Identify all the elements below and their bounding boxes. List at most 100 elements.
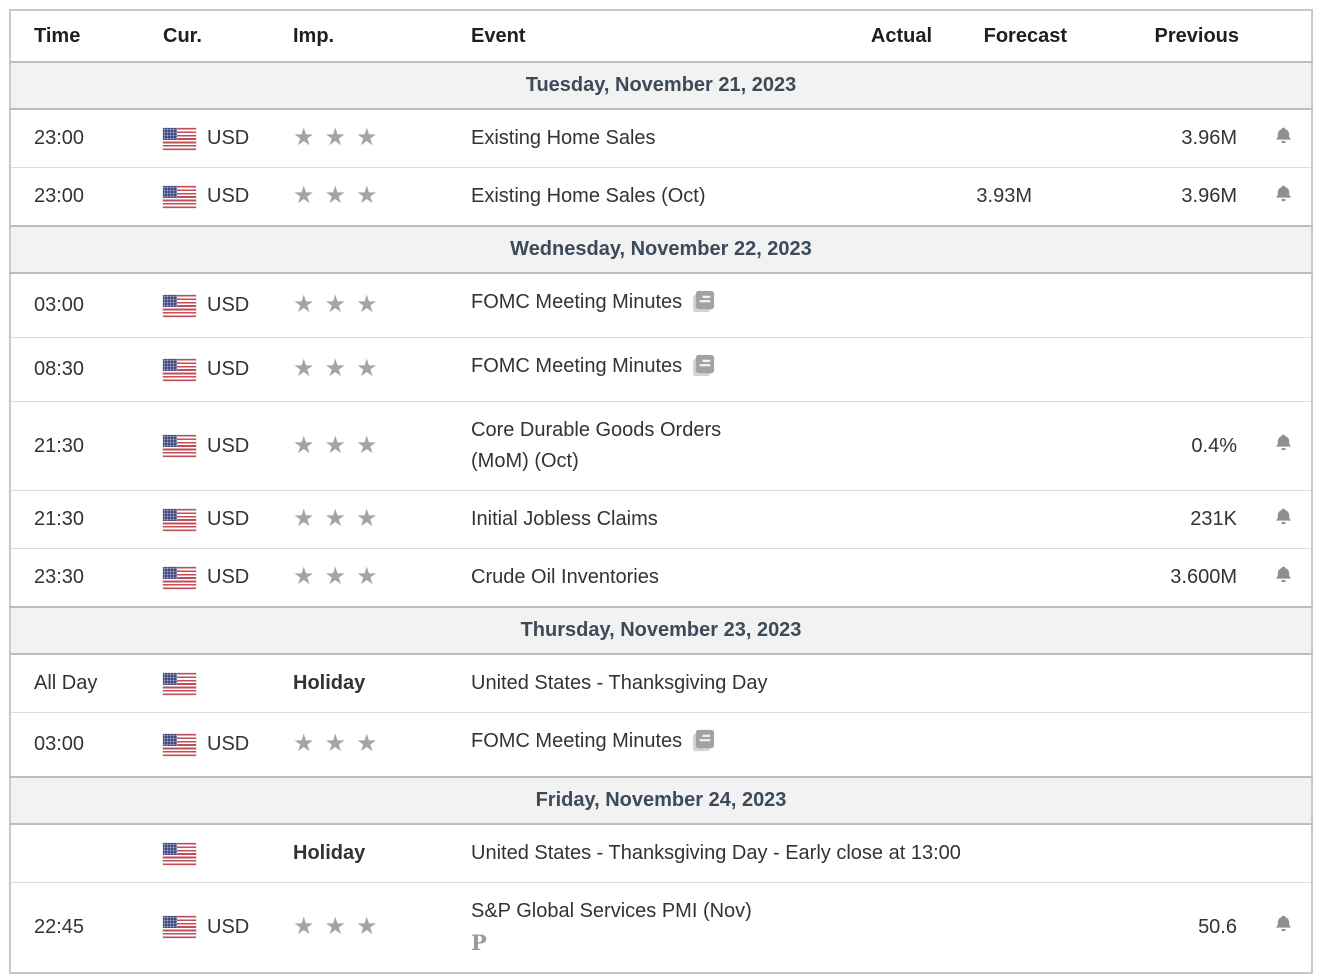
importance-stars-icon: ★★★: [293, 912, 388, 940]
event-row[interactable]: 22:45 USD ★★★ S&P Global Services PMI (Nov)…: [10, 882, 1312, 973]
time-cell: 08:30: [10, 337, 140, 402]
previous-value: [1084, 337, 1256, 402]
event-row[interactable]: 03:00 USD ★★★ FOMC Meeting Minutes: [10, 712, 1312, 777]
us-flag-icon: [163, 672, 196, 695]
event-name[interactable]: United States - Thanksgiving Day - Early…: [471, 842, 961, 864]
importance-cell: ★★★: [288, 401, 466, 491]
column-header-time: Time: [10, 10, 140, 62]
previous-value: 231K: [1084, 490, 1256, 549]
event-name[interactable]: (MoM) (Oct): [471, 450, 579, 472]
event-row[interactable]: Holiday United States - Thanksgiving Day …: [10, 823, 1312, 883]
bell-cell: [1256, 712, 1312, 777]
event-cell: S&P Global Services PMI (Nov) P: [466, 882, 837, 973]
currency-cell: [140, 823, 288, 883]
us-flag-icon: [163, 733, 196, 756]
event-row[interactable]: All Day Holiday United States - Thanksgivi…: [10, 653, 1312, 713]
event-name[interactable]: S&P Global Services PMI (Nov): [471, 900, 752, 922]
actual-value: [837, 108, 949, 168]
currency-cell: [140, 653, 288, 713]
report-icon[interactable]: [691, 728, 716, 763]
importance-cell: Holiday: [288, 653, 466, 713]
time-cell: 21:30: [10, 490, 140, 549]
column-header-row: Time Cur. Imp. Event Actual Forecast Pre…: [10, 10, 1312, 62]
report-icon[interactable]: [691, 353, 716, 388]
event-line: FOMC Meeting Minutes: [471, 287, 832, 324]
importance-stars-icon: ★★★: [293, 182, 388, 209]
currency-cell: USD: [140, 548, 288, 607]
column-header-bell: [1256, 10, 1312, 62]
event-name[interactable]: FOMC Meeting Minutes: [471, 730, 683, 752]
day-header-row: Tuesday, November 21, 2023: [10, 61, 1312, 110]
us-flag-icon: [163, 358, 196, 381]
forecast-value: [949, 548, 1084, 607]
bell-cell: [1256, 490, 1312, 549]
holiday-label: Holiday: [293, 672, 366, 694]
event-cell: Core Durable Goods Orders (MoM) (Oct): [466, 401, 837, 491]
event-line: Existing Home Sales: [471, 123, 832, 154]
bell-cell: [1256, 401, 1312, 491]
calendar-table: Time Cur. Imp. Event Actual Forecast Pre…: [9, 9, 1313, 974]
forecast-value: 3.93M: [949, 167, 1084, 226]
time-cell: 21:30: [10, 401, 140, 491]
event-name[interactable]: Initial Jobless Claims: [471, 508, 658, 530]
currency-label: USD: [207, 358, 250, 381]
event-cell: FOMC Meeting Minutes: [466, 337, 837, 402]
day-header-row: Wednesday, November 22, 2023: [10, 225, 1312, 274]
event-cell: United States - Thanksgiving Day: [466, 653, 1256, 713]
forecast-value: [949, 401, 1084, 491]
actual-value: [837, 490, 949, 549]
event-row[interactable]: 23:30 USD ★★★ Crude Oil Inventories 3.600M: [10, 548, 1312, 607]
currency-cell: USD: [140, 337, 288, 402]
event-name[interactable]: Existing Home Sales: [471, 127, 656, 149]
event-row[interactable]: 23:00 USD ★★★ Existing Home Sales (Oct) 3.93…: [10, 167, 1312, 226]
bell-cell: [1256, 337, 1312, 402]
event-row[interactable]: 03:00 USD ★★★ FOMC Meeting Minutes: [10, 272, 1312, 338]
event-name[interactable]: United States - Thanksgiving Day: [471, 672, 768, 694]
day-header-label: Thursday, November 23, 2023: [10, 606, 1312, 655]
event-cell: Initial Jobless Claims: [466, 490, 837, 549]
alert-bell-icon[interactable]: [1273, 506, 1294, 528]
column-header-forecast: Forecast: [949, 10, 1084, 62]
importance-cell: Holiday: [288, 823, 466, 883]
event-name[interactable]: Core Durable Goods Orders: [471, 419, 722, 441]
event-name[interactable]: FOMC Meeting Minutes: [471, 291, 683, 313]
event-row[interactable]: 21:30 USD ★★★ Initial Jobless Claims 231K: [10, 490, 1312, 549]
currency-cell: USD: [140, 108, 288, 168]
event-cell: Existing Home Sales (Oct): [466, 167, 837, 226]
alert-bell-icon[interactable]: [1273, 432, 1294, 454]
day-header-row: Friday, November 24, 2023: [10, 776, 1312, 825]
event-row[interactable]: 23:00 USD ★★★ Existing Home Sales 3.96M: [10, 108, 1312, 168]
previous-value: 3.96M: [1084, 108, 1256, 168]
currency-cell: USD: [140, 712, 288, 777]
currency-cell: USD: [140, 401, 288, 491]
event-row[interactable]: 08:30 USD ★★★ FOMC Meeting Minutes: [10, 337, 1312, 402]
bell-cell: [1256, 653, 1312, 713]
report-icon[interactable]: [691, 289, 716, 324]
event-cell: Crude Oil Inventories: [466, 548, 837, 607]
previous-value: 0.4%: [1084, 401, 1256, 491]
alert-bell-icon[interactable]: [1273, 125, 1294, 147]
event-name[interactable]: Existing Home Sales (Oct): [471, 185, 706, 207]
event-name[interactable]: Crude Oil Inventories: [471, 566, 659, 588]
currency-cell: USD: [140, 490, 288, 549]
column-header-event: Event: [466, 10, 837, 62]
importance-cell: ★★★: [288, 272, 466, 338]
event-row[interactable]: 21:30 USD ★★★ Core Durable Goods Orders (MoM…: [10, 401, 1312, 491]
currency-label: USD: [207, 733, 250, 756]
currency-cell: USD: [140, 882, 288, 973]
day-header-label: Wednesday, November 22, 2023: [10, 225, 1312, 274]
event-name[interactable]: FOMC Meeting Minutes: [471, 355, 683, 377]
us-flag-icon: [163, 842, 196, 865]
previous-value: 3.96M: [1084, 167, 1256, 226]
importance-cell: ★★★: [288, 882, 466, 973]
calendar-body: Tuesday, November 21, 2023 23:00 USD ★★★ Exi…: [10, 61, 1312, 973]
alert-bell-icon[interactable]: [1273, 564, 1294, 586]
event-line: United States - Thanksgiving Day: [471, 668, 1251, 699]
forecast-value: [949, 712, 1084, 777]
alert-bell-icon[interactable]: [1273, 183, 1294, 205]
alert-bell-icon[interactable]: [1273, 913, 1294, 935]
time-cell: 03:00: [10, 712, 140, 777]
event-cell: United States - Thanksgiving Day - Early…: [466, 823, 1256, 883]
importance-stars-icon: ★★★: [293, 563, 388, 590]
us-flag-icon: [163, 185, 196, 208]
